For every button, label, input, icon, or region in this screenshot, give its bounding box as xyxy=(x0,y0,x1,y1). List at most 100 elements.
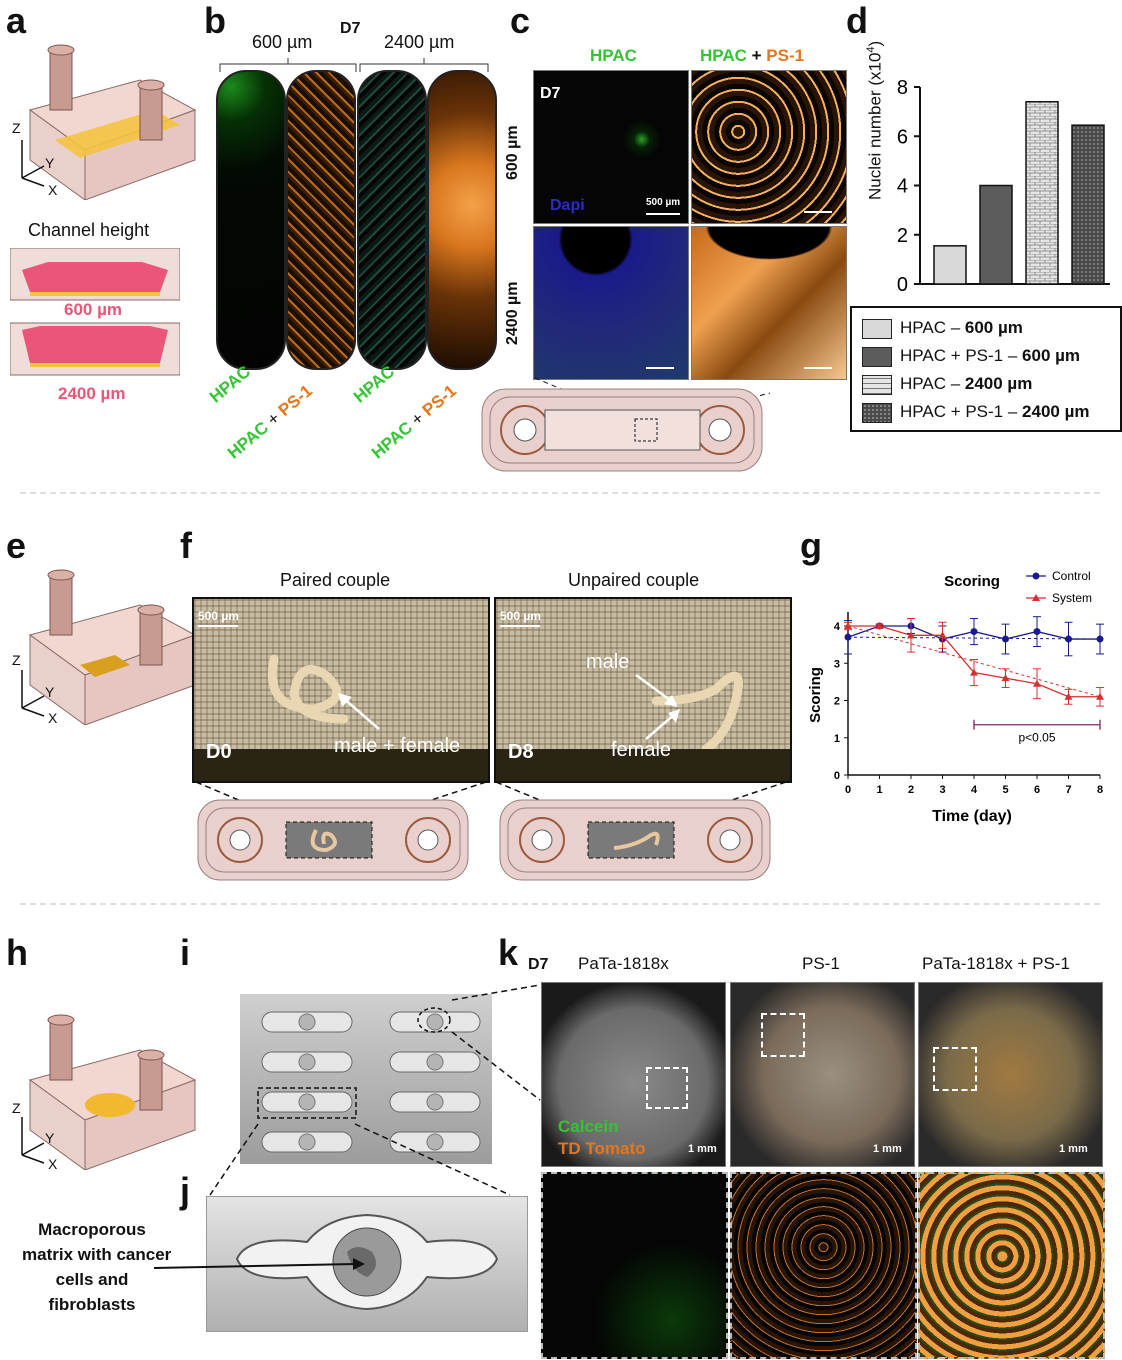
k-roi-3 xyxy=(933,1047,977,1091)
data-point-control xyxy=(1002,635,1009,643)
f-male-female: male + female xyxy=(334,735,461,757)
p-value-label: p<0.05 xyxy=(1018,731,1055,745)
separator-2 xyxy=(20,903,1100,905)
c-scalebar xyxy=(646,213,680,215)
f-arrow-paired xyxy=(338,693,380,730)
panel-label-e: e xyxy=(6,525,27,566)
panel-label-i: i xyxy=(180,932,191,973)
j-annotation-3: cells and xyxy=(55,1270,129,1289)
legend-label-control: Control xyxy=(1052,569,1091,583)
axis-y: Y xyxy=(45,155,55,171)
k-zoom-ps1 xyxy=(730,1172,917,1359)
b-label-600: 600 µm xyxy=(252,32,313,52)
axis-x-h: X xyxy=(48,1156,58,1172)
device-3d-illustration-e xyxy=(28,569,197,725)
j-arrow xyxy=(153,1258,365,1270)
axis-z-h: Z xyxy=(12,1100,21,1116)
i-zoom-lines xyxy=(209,984,541,1196)
data-point-system xyxy=(875,622,884,629)
k-scale-1: 1 mm xyxy=(688,1143,717,1155)
c-micrograph-hpac-600: D7 Dapi 500 µm xyxy=(533,70,689,224)
k-zoom-pata xyxy=(541,1172,728,1359)
data-point-system xyxy=(938,631,947,639)
k-col1: PaTa-1818x xyxy=(578,954,669,973)
f-unpaired: Unpaired couple xyxy=(568,570,700,590)
k-scale-2: 1 mm xyxy=(873,1143,902,1155)
f-d8: D8 xyxy=(508,741,534,763)
k-roi-1 xyxy=(646,1067,688,1109)
data-point-system xyxy=(1001,674,1010,682)
bar-3 xyxy=(1025,101,1059,285)
bar-ytick-label: 6 xyxy=(897,126,908,148)
d-ylabel: Nuclei number (x104) xyxy=(865,40,885,200)
line-ytick-label: 0 xyxy=(834,770,840,782)
data-point-control xyxy=(1065,635,1072,643)
f-arrows-unpaired xyxy=(635,673,680,740)
axes-arrows-h xyxy=(21,1117,45,1164)
j-annotation-4: fibroblasts xyxy=(48,1295,136,1314)
k-micrograph-combo: 1 mm xyxy=(918,982,1103,1167)
device-3d-illustration-a xyxy=(28,44,197,200)
f-dark-band-2 xyxy=(496,749,790,781)
k-col3: PaTa-1818x + PS-1 xyxy=(922,954,1070,973)
legend-label: HPAC + PS-1 – 600 µm xyxy=(900,346,1081,365)
j-well-shape xyxy=(235,1213,499,1311)
c-dark-region xyxy=(692,227,846,267)
axes-arrows-e xyxy=(21,670,45,717)
line-xtick-label: 7 xyxy=(1065,784,1071,796)
line-title: Scoring xyxy=(944,573,1000,590)
b-col-combo-600: HPAC + PS-1 xyxy=(224,381,316,463)
g-line-chart: Scoring 0 1 2 3 4 0 1 2 3 4 5 6 7 8 Time (day) Scoring C… xyxy=(807,569,1104,825)
k-day: D7 xyxy=(528,956,549,973)
c-micrograph-combo-600 xyxy=(691,70,847,224)
b-micrograph-hpac-2400 xyxy=(357,70,427,370)
panel-label-h: h xyxy=(6,932,28,973)
b-col-hpac-600: HPAC xyxy=(206,361,255,407)
c-dapi: Dapi xyxy=(550,197,585,214)
bar-ytick-label: 0 xyxy=(897,274,908,296)
c-chip-diagram xyxy=(481,377,770,472)
axis-y-e: Y xyxy=(45,684,55,700)
panel-label-j: j xyxy=(180,1170,191,1211)
series-trend-system xyxy=(847,625,1101,698)
b-label-2400: 2400 µm xyxy=(384,32,455,52)
data-point-system xyxy=(844,622,852,629)
f-scalebar-unpaired xyxy=(500,625,540,627)
k-scale-3: 1 mm xyxy=(1059,1143,1088,1155)
b-col-hpac-2400: HPAC xyxy=(350,361,399,407)
panel-label-f: f xyxy=(180,525,192,566)
b-micrograph-combo-600 xyxy=(286,70,356,370)
j-annotation-2: matrix with cancer xyxy=(22,1245,172,1264)
b-day: D7 xyxy=(340,20,361,37)
c-row-600: 600 µm xyxy=(504,125,521,180)
legend-swatch xyxy=(862,319,892,339)
line-ytick-label: 3 xyxy=(834,658,840,670)
legend-marker-system xyxy=(1032,594,1040,601)
line-ylabel: Scoring xyxy=(807,667,824,723)
line-xtick-label: 1 xyxy=(876,784,882,796)
line-xtick-label: 3 xyxy=(939,784,945,796)
c-scalebar-2 xyxy=(804,211,832,213)
line-ytick-label: 4 xyxy=(834,621,841,633)
d-legend: HPAC – 600 µm HPAC + PS-1 – 600 µm HPAC – … xyxy=(850,306,1122,432)
line-xtick-label: 8 xyxy=(1097,784,1103,796)
axis-x: X xyxy=(48,182,58,198)
legend-label: HPAC + PS-1 – 2400 µm xyxy=(900,402,1090,421)
channel-height-title: Channel height xyxy=(28,220,150,240)
line-ytick-label: 2 xyxy=(834,696,840,708)
data-point-system xyxy=(1064,692,1073,700)
f-chip-diagrams xyxy=(196,781,786,881)
b-micrograph-combo-2400 xyxy=(427,70,497,370)
bar-2 xyxy=(979,184,1013,285)
bar-ytick-label: 8 xyxy=(897,77,908,99)
k-micrograph-ps1: 1 mm xyxy=(730,982,915,1167)
f-scalebar-paired xyxy=(198,625,238,627)
f-micrograph-unpaired: 500 µm D8 male female xyxy=(494,597,792,783)
line-xtick-label: 0 xyxy=(845,784,851,796)
data-point-system xyxy=(970,668,978,676)
f-male: male xyxy=(586,651,630,673)
data-point-control xyxy=(1033,628,1041,636)
f-paired: Paired couple xyxy=(280,570,391,590)
c-row-2400: 2400 µm xyxy=(504,281,521,345)
axes-arrows-a xyxy=(21,140,45,187)
